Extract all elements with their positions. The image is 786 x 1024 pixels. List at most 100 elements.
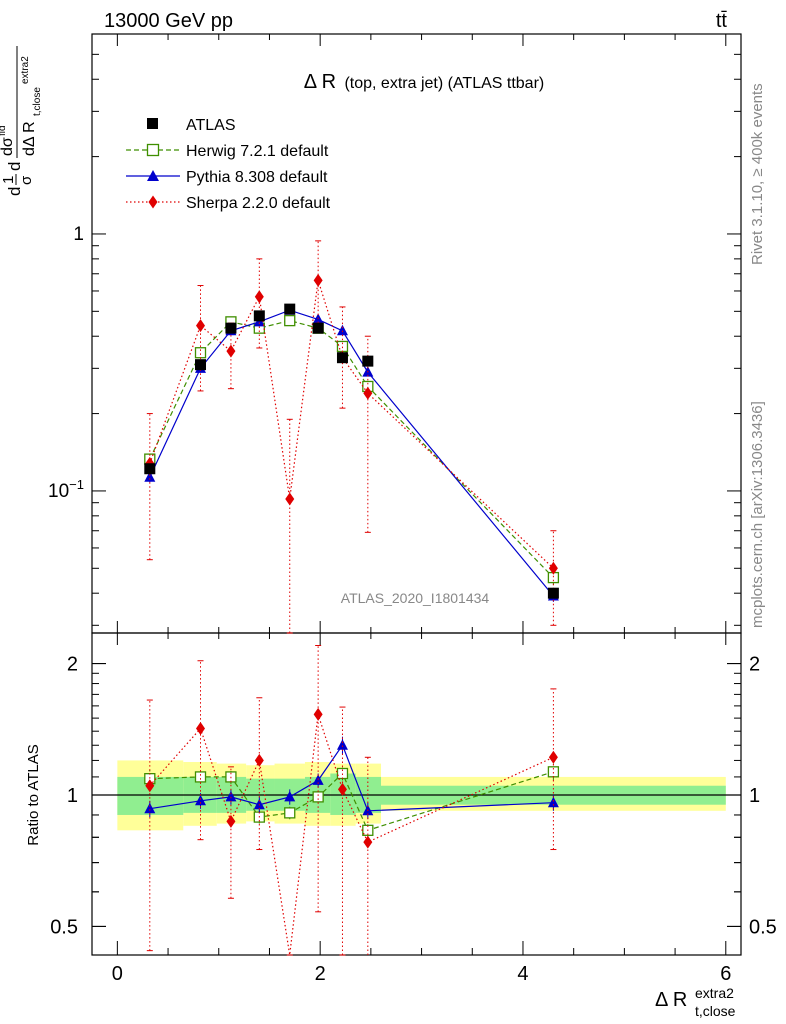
ratio-point [284, 807, 296, 819]
ratio-ytick-label-left: 0.5 [50, 916, 78, 938]
ratio-point [253, 798, 265, 810]
ratio-point [195, 794, 207, 806]
main-point [225, 322, 237, 334]
legend-pythia-marker [147, 170, 159, 181]
main-ylabel: d 1 σ d dσ fid dΔ R t,close extra2 [0, 46, 43, 196]
x-axis-label: Δ R [655, 989, 687, 1011]
ylabel-dsigma: dσ [0, 137, 16, 156]
legend-pythia-label: Pythia 8.308 default [186, 169, 328, 186]
ylabel-dR: dΔ R [21, 121, 38, 156]
ratio-xtick-label: 0 [112, 963, 123, 985]
main-point [253, 310, 265, 322]
main-point [194, 347, 207, 359]
main-point [144, 471, 156, 482]
main-title: Δ R (top, extra jet) (ATLAS ttbar) [304, 71, 544, 93]
main-point [336, 352, 348, 364]
analysis-id: ATLAS_2020_I1801434 [341, 590, 490, 606]
legend-herwig-label: Herwig 7.2.1 default [186, 143, 329, 160]
ratio-point [194, 771, 207, 783]
x-axis-label-sup: extra2 [695, 985, 734, 1001]
legend-entry-atlas: ATLAS [147, 117, 236, 134]
main-point [195, 359, 207, 371]
mcplots-label: mcplots.cern.ch [arXiv:1306.3436] [749, 401, 766, 628]
ratio-point [254, 753, 264, 767]
ylabel-fid: fid [0, 125, 8, 136]
ratio-point [225, 790, 237, 802]
main-series-atlas [144, 303, 559, 599]
legend-sherpa-label: Sherpa 2.2.0 default [186, 195, 331, 212]
legend-atlas-marker [147, 118, 158, 129]
ratio-ytick-label-right: 2 [749, 654, 760, 676]
legend-entry-pythia: Pythia 8.308 default [126, 169, 328, 186]
ratio-point [313, 707, 323, 721]
ratio-ytick-label-left: 1 [67, 785, 78, 807]
main-title-detail: (top, extra jet) (ATLAS ttbar) [344, 75, 544, 92]
main-point [285, 492, 295, 506]
main-point [226, 344, 236, 358]
main-series-line [149, 319, 554, 579]
ratio-xtick-label: 6 [720, 963, 731, 985]
ratio-point [144, 802, 156, 814]
ratio-xtick-label: 2 [315, 963, 326, 985]
energy-label: 13000 GeV pp [104, 10, 233, 32]
ratio-point [548, 750, 558, 764]
ylabel-sub: t,close [32, 87, 43, 116]
ratio-point [363, 835, 373, 849]
main-series-line [149, 280, 554, 569]
ratio-ytick-label-left: 2 [67, 654, 78, 676]
ratio-ylabel: Ratio to ATLAS [25, 744, 42, 845]
x-axis-label-sub: t,close [695, 1003, 736, 1019]
legend-entry-herwig: Herwig 7.2.1 default [126, 143, 329, 160]
ratio-point [336, 739, 348, 750]
ratio-series-sherpa [145, 645, 558, 956]
process-label: tt̄ [716, 10, 728, 32]
legend-herwig-marker [146, 143, 160, 157]
ratio-point [145, 779, 155, 793]
main-series-sherpa [145, 240, 558, 634]
ratio-point [337, 782, 347, 796]
legend-atlas-label: ATLAS [186, 117, 236, 134]
main-point [196, 319, 206, 333]
main-series-pythia [144, 304, 559, 602]
x-axis-label-main: Δ R [655, 989, 687, 1011]
ratio-ytick-label-right: 1 [749, 785, 760, 807]
ratio-point [284, 790, 296, 802]
main-title-symbol: Δ R [304, 71, 336, 93]
main-point [336, 324, 348, 336]
ratio-point [196, 722, 206, 736]
ratio-plot-frame [91, 632, 742, 956]
ratio-series-line [149, 714, 554, 956]
main-series-line [149, 309, 554, 597]
ylabel-sigma: σ [18, 175, 35, 185]
main-ytick-label: 10−1 [48, 477, 84, 502]
ratio-point [547, 796, 559, 808]
ratio-ytick-label-right: 0.5 [749, 916, 777, 938]
main-point [363, 386, 373, 400]
main-plot-layer: 10−1 1 [48, 33, 741, 634]
main-ytick-exponent: −1 [69, 477, 84, 492]
ylabel-sup: extra2 [20, 56, 31, 84]
ylabel-d2: d [5, 162, 24, 171]
ylabel-d-frac: d [5, 187, 24, 196]
ratio-point [226, 814, 236, 828]
ratio-plot-layer: 0.5 0.5 1 1 2 2 0 2 4 6 [50, 633, 777, 985]
main-point [548, 561, 558, 575]
legend-entry-sherpa: Sherpa 2.2.0 default [126, 195, 331, 212]
ratio-point [312, 791, 324, 803]
main-point [312, 322, 324, 334]
main-point [362, 355, 374, 367]
main-point [254, 290, 264, 304]
main-point [284, 314, 296, 327]
legend: ATLAS Herwig 7.2.1 default Pythia 8.308 … [126, 117, 331, 212]
main-ytick-label: 1 [73, 224, 84, 245]
main-point [284, 303, 296, 315]
ylabel-one: 1 [0, 176, 17, 184]
main-point [144, 463, 156, 475]
rivet-label: Rivet 3.1.10, ≥ 400k events [749, 83, 766, 265]
main-point [547, 587, 559, 599]
legend-sherpa-marker [148, 195, 158, 209]
main-point [313, 273, 323, 287]
ratio-xtick-label: 4 [517, 963, 528, 985]
main-series-herwig [144, 314, 560, 586]
